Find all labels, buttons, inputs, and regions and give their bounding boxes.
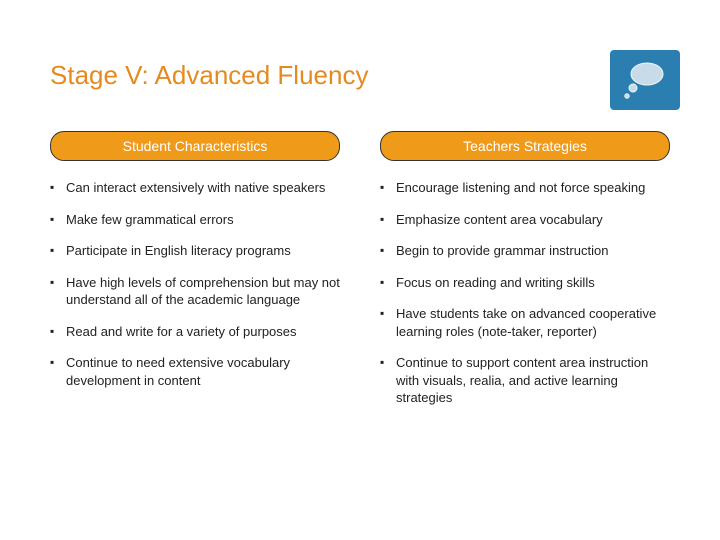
list-item: Emphasize content area vocabulary — [380, 211, 670, 229]
slide: Stage V: Advanced Fluency Student Charac… — [0, 0, 720, 540]
list-item: Continue to need extensive vocabulary de… — [50, 354, 340, 389]
list-item: Read and write for a variety of purposes — [50, 323, 340, 341]
right-heading-pill: Teachers Strategies — [380, 131, 670, 161]
columns: Student Characteristics Can interact ext… — [50, 131, 670, 421]
page-title: Stage V: Advanced Fluency — [50, 60, 670, 91]
right-bullet-list: Encourage listening and not force speaki… — [380, 179, 670, 407]
left-column: Student Characteristics Can interact ext… — [50, 131, 340, 421]
list-item: Have students take on advanced cooperati… — [380, 305, 670, 340]
list-item: Make few grammatical errors — [50, 211, 340, 229]
list-item: Begin to provide grammar instruction — [380, 242, 670, 260]
list-item: Focus on reading and writing skills — [380, 274, 670, 292]
list-item: Continue to support content area instruc… — [380, 354, 670, 407]
thought-bubble-icon — [610, 50, 680, 110]
list-item: Have high levels of comprehension but ma… — [50, 274, 340, 309]
left-bullet-list: Can interact extensively with native spe… — [50, 179, 340, 389]
left-heading-pill: Student Characteristics — [50, 131, 340, 161]
list-item: Encourage listening and not force speaki… — [380, 179, 670, 197]
list-item: Can interact extensively with native spe… — [50, 179, 340, 197]
right-column: Teachers Strategies Encourage listening … — [380, 131, 670, 421]
list-item: Participate in English literacy programs — [50, 242, 340, 260]
